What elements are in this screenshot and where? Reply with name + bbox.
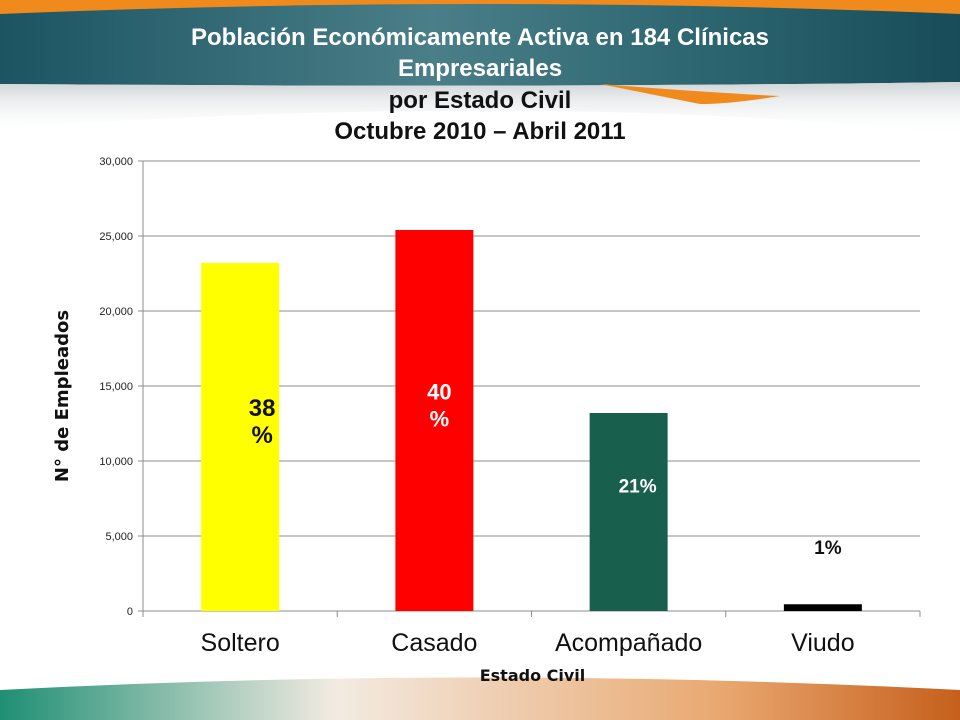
y-tick-label: 10,000	[99, 456, 133, 468]
title-line-1: Población Económicamente Activa en 184 C…	[191, 24, 769, 51]
data-label: 1%	[814, 538, 842, 559]
data-label: %	[430, 407, 450, 432]
data-label: 21%	[619, 477, 657, 498]
bar-viudo	[783, 604, 862, 611]
data-label: 38	[249, 395, 276, 422]
bar-casado	[395, 230, 474, 611]
orange-swoosh	[600, 84, 780, 104]
x-axis-title: Estado Civil	[480, 666, 586, 685]
title-line-2: Empresariales	[397, 55, 563, 82]
y-tick-label: 20,000	[99, 306, 133, 318]
footer-band	[0, 677, 960, 720]
header-band	[0, 4, 960, 86]
title-line-3: por Estado Civil	[388, 87, 572, 114]
y-axis-title: N° de Empleados	[52, 310, 73, 482]
y-tick-label: 15,000	[99, 381, 133, 393]
x-category-label: Acompañado	[555, 629, 702, 657]
x-category-label: Viudo	[791, 629, 855, 657]
x-category-label: Soltero	[201, 629, 280, 657]
y-tick-label: 25,000	[99, 231, 133, 243]
data-label: %	[251, 422, 272, 449]
x-category-label: Casado	[391, 629, 477, 657]
bar-acompañado	[589, 413, 668, 611]
title-line-4: Octubre 2010 – Abril 2011	[334, 118, 626, 145]
y-tick-label: 0	[127, 606, 133, 618]
data-label: 40	[427, 380, 451, 405]
bar-soltero	[201, 263, 280, 611]
y-tick-label: 30,000	[99, 156, 133, 168]
y-tick-label: 5,000	[105, 531, 133, 543]
